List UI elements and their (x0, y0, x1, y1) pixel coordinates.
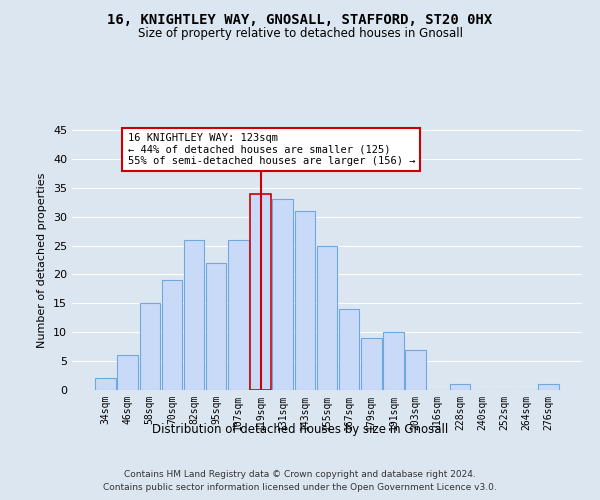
Bar (95, 378, 116, 390)
Bar (450, 384, 470, 390)
Bar (317, 246, 337, 390)
Bar (339, 309, 359, 390)
Text: Contains public sector information licensed under the Open Government Licence v3: Contains public sector information licen… (103, 482, 497, 492)
Bar (161, 280, 182, 390)
Text: 16, KNIGHTLEY WAY, GNOSALL, STAFFORD, ST20 0HX: 16, KNIGHTLEY WAY, GNOSALL, STAFFORD, ST… (107, 12, 493, 26)
Y-axis label: Number of detached properties: Number of detached properties (37, 172, 47, 348)
Bar (206, 263, 226, 390)
Bar (140, 304, 160, 390)
Bar (383, 332, 404, 390)
Bar (250, 194, 271, 390)
Bar (228, 240, 248, 390)
Text: Contains HM Land Registry data © Crown copyright and database right 2024.: Contains HM Land Registry data © Crown c… (124, 470, 476, 479)
Bar (538, 384, 559, 390)
Bar (406, 350, 426, 390)
Bar (361, 338, 382, 390)
Text: 16 KNIGHTLEY WAY: 123sqm
← 44% of detached houses are smaller (125)
55% of semi-: 16 KNIGHTLEY WAY: 123sqm ← 44% of detach… (128, 133, 415, 166)
Bar (184, 240, 204, 390)
Bar (118, 356, 138, 390)
Bar (272, 200, 293, 390)
Bar (295, 211, 315, 390)
Text: Distribution of detached houses by size in Gnosall: Distribution of detached houses by size … (152, 422, 448, 436)
Text: Size of property relative to detached houses in Gnosall: Size of property relative to detached ho… (137, 28, 463, 40)
